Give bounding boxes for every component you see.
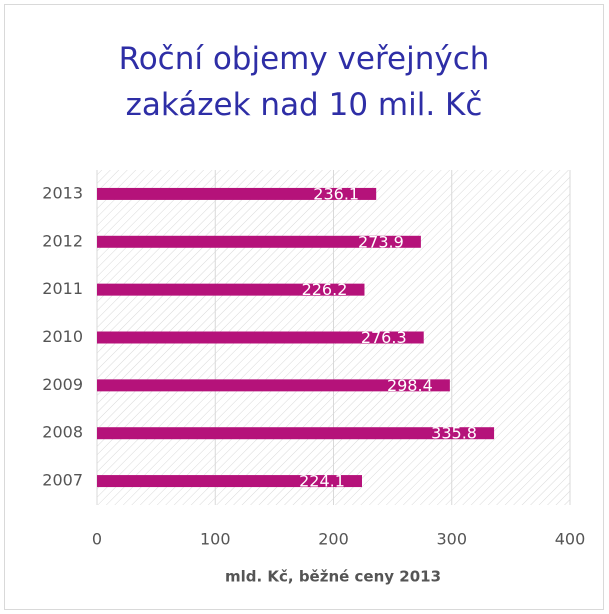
data-label: 236.1 <box>313 184 359 203</box>
x-axis-title: mld. Kč, běžné ceny 2013 <box>225 568 441 586</box>
y-tick-label: 2007 <box>42 471 83 490</box>
x-tick-label: 100 <box>200 530 231 549</box>
data-label: 276.3 <box>361 328 407 347</box>
bar <box>97 331 424 344</box>
y-tick-label: 2008 <box>42 423 83 442</box>
y-tick-label: 2013 <box>42 183 83 202</box>
bar <box>97 379 450 392</box>
bar <box>97 235 421 248</box>
chart-title: Roční objemy veřejných zakázek nad 10 mi… <box>118 41 490 123</box>
x-tick-label: 400 <box>555 530 586 549</box>
bar <box>97 427 495 440</box>
x-tick-label: 300 <box>436 530 467 549</box>
x-tick-label: 200 <box>318 530 349 549</box>
y-tick-label: 2009 <box>42 375 83 394</box>
bar <box>97 475 362 488</box>
data-label: 273.9 <box>358 232 404 251</box>
x-tick-label: 0 <box>92 530 102 549</box>
data-label: 226.2 <box>302 280 348 299</box>
data-label: 335.8 <box>431 424 477 443</box>
y-tick-label: 2011 <box>42 279 83 298</box>
bar <box>97 187 377 200</box>
bar <box>97 283 365 296</box>
data-label: 224.1 <box>299 472 345 491</box>
y-tick-label: 2010 <box>42 327 83 346</box>
y-tick-label: 2012 <box>42 231 83 250</box>
data-label: 298.4 <box>387 376 433 395</box>
